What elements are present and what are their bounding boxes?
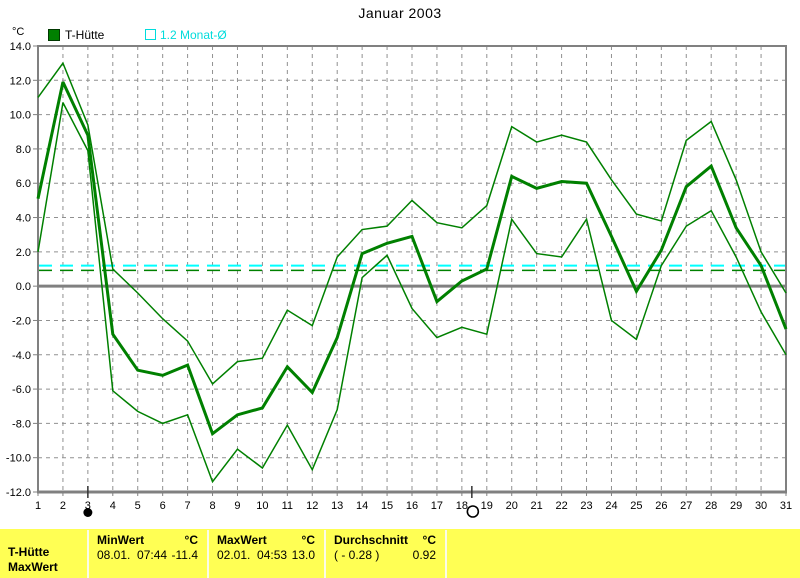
svg-text:22: 22: [555, 500, 567, 512]
svg-text:4: 4: [110, 500, 116, 512]
svg-text:14.0: 14.0: [10, 41, 31, 53]
svg-text:11: 11: [282, 500, 293, 512]
status-divider: [324, 530, 326, 578]
durchschnitt-title: Durchschnitt: [334, 533, 409, 547]
durchschnitt-value: 0.92: [412, 548, 436, 562]
svg-text:20: 20: [506, 500, 518, 512]
svg-text:15: 15: [381, 500, 393, 512]
svg-text:31: 31: [780, 500, 792, 512]
maxwert-column: MaxWert °C 02.01. 04:53 13.0: [210, 529, 323, 578]
maxwert-value: 13.0: [291, 548, 315, 562]
durchschnitt-unit: °C: [422, 533, 436, 547]
new-moon-icon: [83, 508, 93, 517]
status-mode-label: MaxWert: [8, 560, 58, 574]
svg-text:19: 19: [481, 500, 493, 512]
svg-text:14: 14: [356, 500, 368, 512]
svg-text:17: 17: [431, 500, 443, 512]
svg-text:18: 18: [456, 500, 468, 512]
status-sensor-label: T-Hütte: [8, 545, 50, 559]
svg-text:1: 1: [35, 500, 41, 512]
status-row-labels: T-Hütte MaxWert: [0, 529, 87, 578]
svg-text:12: 12: [306, 500, 318, 512]
svg-text:6: 6: [160, 500, 166, 512]
status-bar: T-Hütte MaxWert MinWert °C 08.01. 07:44 …: [0, 528, 800, 578]
status-divider: [445, 530, 447, 578]
svg-text:8: 8: [209, 500, 215, 512]
maxwert-unit: °C: [301, 533, 315, 547]
svg-text:-8.0: -8.0: [12, 418, 31, 430]
svg-text:9: 9: [234, 500, 240, 512]
minwert-value: -11.4: [171, 548, 198, 562]
legend-filled-square-icon: [48, 29, 60, 41]
svg-text:28: 28: [705, 500, 717, 512]
y-axis-unit-label: °C: [12, 26, 25, 38]
maxwert-title: MaxWert: [217, 533, 267, 547]
series-max: [37, 61, 787, 386]
svg-text:2.0: 2.0: [16, 247, 31, 259]
svg-text:10.0: 10.0: [10, 110, 31, 122]
svg-text:-12.0: -12.0: [6, 487, 31, 499]
gridlines: [38, 46, 786, 492]
minwert-title: MinWert: [97, 533, 145, 547]
minwert-unit: °C: [184, 533, 198, 547]
series-mean: [36, 81, 788, 437]
series-min: [37, 102, 787, 484]
svg-text:16: 16: [406, 500, 418, 512]
svg-text:21: 21: [531, 500, 543, 512]
y-axis-labels: -12.0 -10.0 -8.0 -6.0 -4.0 -2.0 0.0 2.0 4.0 6.0 8.…: [6, 41, 37, 499]
minwert-column: MinWert °C 08.01. 07:44 -11.4: [90, 529, 206, 578]
svg-text:25: 25: [630, 500, 642, 512]
svg-text:13: 13: [331, 500, 343, 512]
svg-text:2: 2: [60, 500, 66, 512]
svg-text:12.0: 12.0: [10, 75, 31, 87]
svg-text:23: 23: [580, 500, 592, 512]
svg-text:27: 27: [680, 500, 692, 512]
svg-text:5: 5: [135, 500, 141, 512]
full-moon-icon: [466, 505, 480, 518]
svg-text:7: 7: [185, 500, 191, 512]
chart-canvas: -12.0 -10.0 -8.0 -6.0 -4.0 -2.0 0.0 2.0 4.0 6.0 8.…: [6, 41, 792, 518]
svg-text:6.0: 6.0: [16, 178, 31, 190]
svg-text:8.0: 8.0: [16, 144, 31, 156]
svg-text:24: 24: [605, 500, 617, 512]
svg-text:3: 3: [85, 500, 91, 512]
legend-item-monthly-average: 1.2 Monat-Ø: [160, 28, 227, 42]
svg-text:0.0: 0.0: [16, 281, 31, 293]
maxwert-timestamp: 02.01. 04:53: [217, 548, 288, 562]
status-divider: [87, 530, 89, 578]
svg-text:-4.0: -4.0: [12, 350, 31, 362]
svg-text:-2.0: -2.0: [12, 315, 31, 327]
svg-text:-10.0: -10.0: [6, 453, 31, 465]
durchschnitt-column: Durchschnitt °C ( - 0.28 ) 0.92: [327, 529, 444, 578]
minwert-timestamp: 08.01. 07:44: [97, 548, 168, 562]
svg-text:29: 29: [730, 500, 742, 512]
svg-text:4.0: 4.0: [16, 213, 31, 225]
legend-outline-square-icon: [145, 29, 156, 40]
x-axis-labels: 1 2 3 4 5 6 7 8 9 10 11 12 13 14 15 16 17 18 19 20 21 22 23 24 2…: [35, 492, 792, 512]
svg-text:10: 10: [256, 500, 268, 512]
legend-item-t-huette: T-Hütte: [65, 28, 105, 42]
page-title: Januar 2003: [358, 5, 442, 21]
svg-text:-6.0: -6.0: [12, 384, 31, 396]
durchschnitt-offset: ( - 0.28 ): [334, 548, 380, 562]
svg-text:26: 26: [655, 500, 667, 512]
status-divider: [207, 530, 209, 578]
svg-text:30: 30: [755, 500, 767, 512]
